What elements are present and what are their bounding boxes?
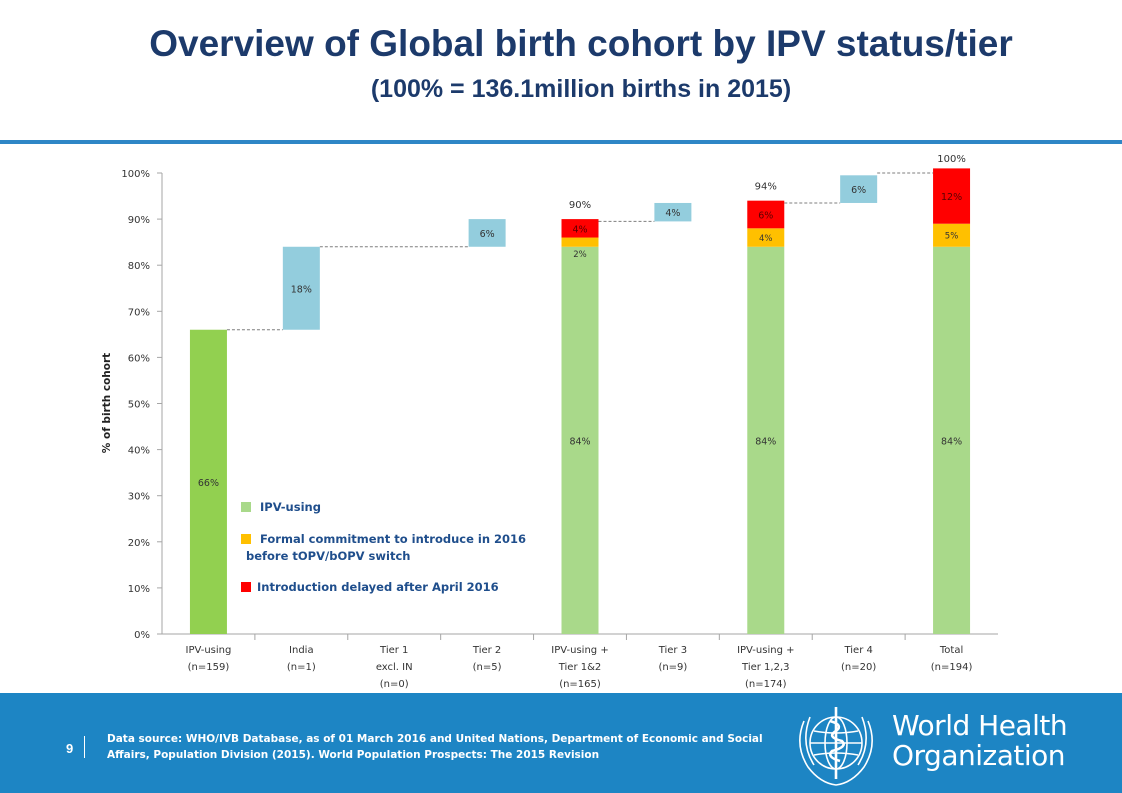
bar-commitment [561, 237, 599, 247]
bar-value-label: 5% [945, 232, 959, 242]
y-tick-label: 80% [128, 261, 150, 272]
bar-increment [468, 219, 506, 247]
page-title: Overview of Global birth cohort by IPV s… [149, 23, 1013, 64]
bar-increment [282, 246, 320, 330]
bar-value-label: 84% [941, 436, 962, 447]
x-category-label: India [289, 645, 314, 656]
bar-value-label: 6% [480, 229, 495, 240]
legend-label: Formal commitment to introduce in 2016 [260, 532, 526, 546]
bar-value-label: 6% [851, 185, 866, 196]
y-tick-label: 10% [128, 584, 150, 595]
bar-total-label: 90% [569, 200, 591, 211]
bar-value-label: 18% [291, 284, 312, 295]
bar-total-label: 94% [755, 182, 777, 193]
x-category-label: Tier 2 [472, 645, 501, 656]
bar-value-label: 4% [572, 224, 587, 235]
x-category-label: (n=20) [841, 662, 876, 673]
who-name: World Health Organization [892, 709, 1068, 772]
y-tick-label: 100% [121, 169, 150, 180]
x-category-label: (n=9) [658, 662, 687, 673]
x-category-label: IPV-using [186, 645, 232, 656]
x-category-label: IPV-using + [551, 645, 608, 656]
data-source-note: Data source: WHO/IVB Database, as of 01 … [107, 733, 763, 761]
x-category-label: (n=5) [473, 662, 502, 673]
page-number-divider [84, 736, 85, 758]
x-category-label: Tier 4 [843, 645, 872, 656]
x-category-label: Total [939, 645, 963, 656]
y-tick-label: 50% [128, 400, 150, 411]
x-category-label: (n=165) [559, 679, 601, 690]
x-category-label: Tier 1 [379, 645, 408, 656]
y-tick-label: 90% [128, 215, 150, 226]
bar-increment [840, 175, 878, 203]
who-name-line-1: World Health [892, 709, 1068, 742]
bar-value-label: 66% [198, 478, 219, 489]
x-category-label: excl. IN [376, 662, 413, 673]
bar-value-label: 2% [573, 250, 587, 260]
who-emblem-icon [799, 707, 873, 786]
legend-swatch-delayed [241, 582, 251, 592]
y-axis-title: % of birth cohort [101, 353, 113, 453]
waterfall-chart: 0% 10% 20% 30% 40% 50% 60% 70% 80% 90% 100% % of bi… [101, 154, 998, 690]
y-tick-label: 70% [128, 307, 150, 318]
y-tick-label: 40% [128, 446, 150, 457]
y-tick-label: 20% [128, 538, 150, 549]
legend-label: Introduction delayed after April 2016 [257, 580, 499, 594]
title-block: Overview of Global birth cohort by IPV s… [0, 22, 1122, 106]
legend-swatch-commitment [241, 534, 251, 544]
bar-value-label: 4% [665, 208, 680, 219]
x-category-label: (n=0) [380, 679, 409, 690]
page-subtitle: (100% = 136.1million births in 2015) [370, 75, 792, 103]
x-category-label: (n=159) [188, 662, 230, 673]
x-category-label: Tier 1,2,3 [741, 662, 789, 673]
title-divider [0, 140, 1122, 144]
bar-ipv_base [189, 329, 227, 634]
x-category-label: Tier 3 [658, 645, 687, 656]
legend-label: before tOPV/bOPV switch [246, 549, 410, 563]
bar-value-label: 84% [569, 436, 590, 447]
bar-delayed [561, 219, 599, 238]
who-name-line-2: Organization [892, 739, 1066, 772]
bar-delayed [933, 168, 971, 224]
bar-delayed [747, 200, 785, 229]
x-category-label: (n=1) [287, 662, 316, 673]
y-tick-label: 60% [128, 353, 150, 364]
bar-total-label: 100% [937, 154, 966, 165]
bar-value-label: 84% [755, 436, 776, 447]
bar-commitment [747, 228, 785, 247]
y-tick-label: 0% [134, 630, 150, 641]
page-number: 9 [66, 741, 74, 756]
legend-label: IPV-using [260, 500, 321, 514]
x-category-label: (n=194) [931, 662, 973, 673]
bar-ipv [933, 246, 971, 634]
bar-value-label: 12% [941, 192, 962, 203]
y-tick-label: 30% [128, 492, 150, 503]
x-category-label: IPV-using + [737, 645, 794, 656]
bar-increment [654, 202, 692, 222]
x-category-label: Tier 1&2 [558, 662, 602, 673]
bar-ipv [747, 246, 785, 634]
bar-commitment [933, 223, 971, 247]
bar-ipv [561, 246, 599, 634]
bar-value-label: 6% [758, 210, 773, 221]
legend-swatch-ipv [241, 502, 251, 512]
x-category-label: (n=174) [745, 679, 787, 690]
bar-value-label: 4% [759, 234, 773, 244]
footer-band: 9 Data source: WHO/IVB Database, as of 0… [0, 693, 1122, 793]
